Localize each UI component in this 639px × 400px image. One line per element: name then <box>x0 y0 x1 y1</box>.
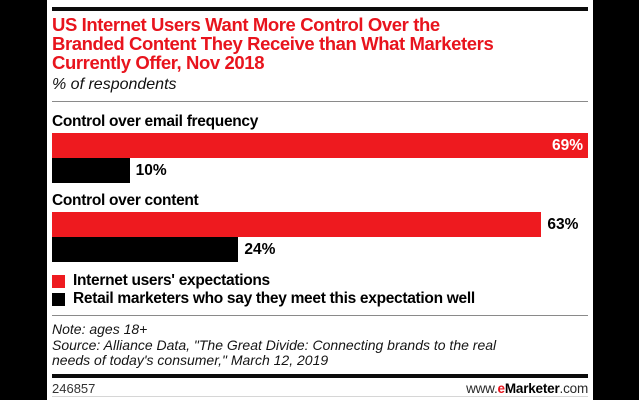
source-text-line-1: Source: Alliance Data, "The Great Divide… <box>52 336 497 353</box>
category-label-content: Control over content <box>52 192 199 209</box>
chart-title-line-2: Branded Content They Receive than What M… <box>52 33 494 54</box>
chart-panel: US Internet Users Want More Control Over… <box>47 0 593 400</box>
category-label-email-frequency: Control over email frequency <box>52 113 259 130</box>
bottom-rule <box>52 373 588 378</box>
bar-row: 69% <box>52 133 588 158</box>
legend-item-internet-users: Internet users' expectations <box>52 272 588 290</box>
value-label: 63% <box>547 215 579 233</box>
footer-divider <box>52 315 588 316</box>
note-text: Note: ages 18+ <box>52 321 148 337</box>
bar-internet-users-content <box>52 212 542 237</box>
chart-title: US Internet Users Want More Control Over… <box>52 15 588 72</box>
url-www: www. <box>466 380 498 396</box>
source-text-line-2: needs of today's consumer," March 12, 20… <box>52 352 329 368</box>
emarketer-url: www.eMarketer.com <box>466 381 588 396</box>
legend-item-retail-marketers: Retail marketers who say they meet this … <box>52 290 588 308</box>
bar-internet-users-email-frequency: 69% <box>52 133 588 158</box>
chart-id: 246857 <box>52 380 96 396</box>
top-rule <box>52 7 588 11</box>
header-divider <box>52 101 588 102</box>
bar-retail-marketers-email-frequency <box>52 158 130 183</box>
bar-row: 63% <box>52 212 588 237</box>
bar-row: 24% <box>52 237 588 262</box>
panel-bottom-line <box>52 396 588 397</box>
legend-swatch-red <box>52 274 65 288</box>
url-com: .com <box>559 380 589 396</box>
chart-title-line-1: US Internet Users Want More Control Over… <box>52 14 440 35</box>
bar-chart: Control over email frequency 69% 10% Con… <box>52 113 588 308</box>
chart-subtitle: % of respondents <box>52 76 177 93</box>
bar-row: 10% <box>52 158 588 183</box>
legend-label: Internet users' expectations <box>73 272 270 289</box>
note-source-block: Note: ages 18+ Source: Alliance Data, "T… <box>52 321 588 369</box>
value-label: 69% <box>551 136 583 154</box>
bar-retail-marketers-content <box>52 237 239 262</box>
footer-row: 246857 www.eMarketer.com <box>52 381 588 396</box>
chart-title-line-3: Currently Offer, Nov 2018 <box>52 52 265 73</box>
url-e: e <box>497 380 506 396</box>
legend-swatch-black <box>52 292 65 306</box>
value-label: 10% <box>135 161 167 179</box>
value-label: 24% <box>244 240 276 258</box>
legend: Internet users' expectations Retail mark… <box>52 272 588 308</box>
url-brand: Marketer <box>504 380 560 396</box>
legend-label: Retail marketers who say they meet this … <box>73 290 475 307</box>
